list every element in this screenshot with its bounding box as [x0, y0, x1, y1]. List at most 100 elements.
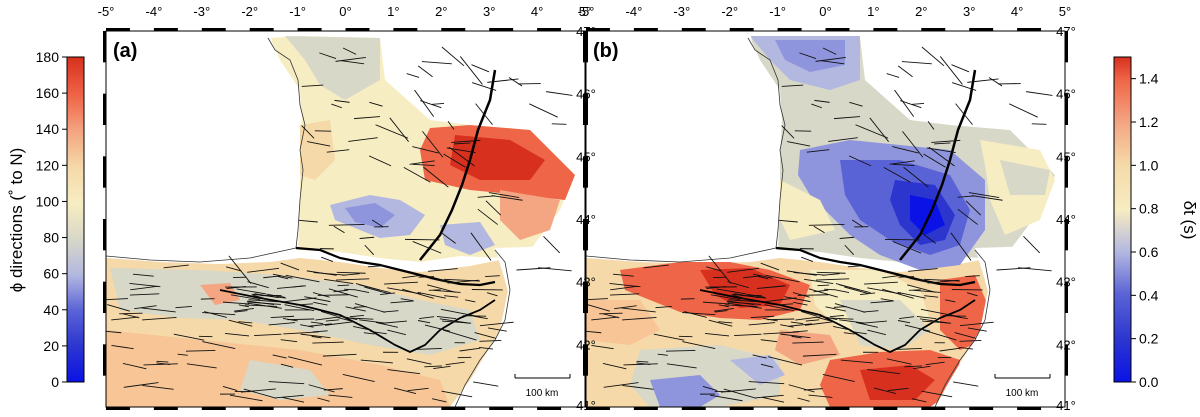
patch-blue-north2-b: [775, 40, 845, 72]
anisotropy-stick: [622, 384, 654, 390]
anisotropy-stick: [714, 310, 728, 313]
anisotropy-stick: [792, 330, 808, 333]
anisotropy-stick: [748, 381, 785, 385]
anisotropy-stick: [364, 244, 375, 256]
frame-tick: [969, 407, 994, 410]
anisotropy-stick: [130, 285, 159, 291]
frame-tick: [1017, 407, 1042, 410]
anisotropy-stick: [247, 300, 275, 306]
frame-tick: [153, 28, 178, 31]
lon-tick-label: -4°: [626, 4, 643, 19]
anisotropy-stick: [487, 327, 507, 332]
anisotropy-stick: [822, 373, 855, 382]
frame-tick: [633, 407, 658, 410]
anisotropy-stick: [848, 155, 872, 167]
anisotropy-stick: [897, 291, 926, 299]
anisotropy-stick: [288, 356, 323, 366]
anisotropy-stick: [421, 61, 452, 65]
anisotropy-stick: [129, 293, 160, 296]
coastline-france-a: [267, 37, 306, 249]
anisotropy-stick: [709, 394, 743, 402]
anisotropy-stick: [405, 238, 440, 241]
anisotropy-stick: [1026, 91, 1053, 96]
anisotropy-stick: [923, 153, 946, 168]
anisotropy-stick: [222, 301, 250, 305]
anisotropy-stick: [479, 321, 514, 327]
anisotropy-stick: [702, 386, 718, 392]
anisotropy-stick: [862, 310, 879, 313]
anisotropy-stick: [134, 305, 157, 310]
anisotropy-stick: [471, 82, 497, 91]
frame-tick: [873, 407, 898, 410]
anisotropy-stick: [173, 333, 205, 341]
anisotropy-stick: [440, 308, 475, 317]
anisotropy-stick: [860, 292, 876, 295]
anisotropy-stick: [420, 100, 442, 109]
anisotropy-stick: [828, 137, 858, 142]
anisotropy-stick: [393, 387, 417, 395]
anisotropy-stick: [485, 200, 502, 216]
anisotropy-stick: [407, 387, 429, 392]
anisotropy-stick: [815, 57, 846, 62]
fault-line-a: [419, 69, 497, 261]
anisotropy-stick: [277, 275, 289, 280]
anisotropy-stick: [424, 365, 443, 368]
anisotropy-stick: [342, 47, 357, 55]
anisotropy-stick: [234, 310, 248, 313]
anisotropy-stick: [228, 319, 253, 327]
anisotropy-stick: [894, 89, 915, 117]
colorbar-tick-label: 0.8: [1139, 201, 1159, 217]
anisotropy-stick: [156, 362, 171, 365]
lon-tick-label: -2°: [241, 4, 258, 19]
anisotropy-stick: [336, 271, 366, 274]
anisotropy-stick: [342, 273, 360, 276]
anisotropy-stick: [336, 316, 353, 322]
anisotropy-stick: [840, 359, 873, 364]
colorbar-tick-label: 60: [43, 266, 59, 282]
frame-tick: [729, 28, 754, 31]
anisotropy-stick: [892, 146, 919, 154]
lon-tick-label: 4°: [531, 4, 543, 19]
anisotropy-stick: [370, 330, 387, 335]
anisotropy-stick: [959, 346, 974, 350]
anisotropy-stick: [491, 195, 523, 201]
anisotropy-stick: [833, 289, 850, 294]
anisotropy-stick: [477, 195, 496, 198]
anisotropy-stick: [325, 321, 355, 326]
patch-darkred-southeast-b: [860, 365, 935, 400]
frame-tick: [969, 28, 994, 31]
anisotropy-stick: [610, 285, 639, 291]
anisotropy-stick: [333, 289, 349, 293]
anisotropy-stick: [913, 365, 931, 369]
lat-tick-label: 47°: [576, 24, 596, 39]
anisotropy-stick: [202, 341, 236, 349]
anisotropy-stick: [357, 318, 374, 320]
anisotropy-stick: [516, 267, 551, 271]
anisotropy-stick: [934, 142, 951, 145]
ebro-basin-line-a: [219, 289, 496, 353]
patch-grey-north-a: [285, 36, 380, 100]
anisotropy-stick: [236, 288, 267, 295]
frame-tick: [153, 407, 178, 410]
anisotropy-stick: [415, 347, 442, 350]
anisotropy-stick: [441, 390, 473, 398]
colorbar-dt: 1.4 1.2 1.0 0.8 0.6 0.4 0.2 0.0 δt (s): [1113, 56, 1199, 390]
anisotropy-stick: [324, 278, 354, 285]
anisotropy-stick: [1023, 235, 1041, 254]
anisotropy-stick: [771, 285, 784, 288]
anisotropy-stick: [790, 321, 804, 325]
lat-tick-label: 44°: [576, 212, 596, 227]
colorbar-tick-label: 160: [36, 85, 60, 101]
anisotropy-stick: [301, 84, 324, 87]
frame-tick: [583, 93, 586, 125]
anisotropy-stick: [788, 323, 812, 327]
anisotropy-stick: [762, 396, 785, 403]
anisotropy-stick: [892, 163, 915, 166]
anisotropy-stick: [921, 46, 945, 67]
anisotropy-stick: [459, 56, 483, 85]
anisotropy-stick: [349, 314, 364, 318]
frame-tick: [1065, 344, 1068, 376]
anisotropy-stick: [325, 319, 340, 322]
anisotropy-stick: [880, 298, 894, 302]
anisotropy-stick: [436, 316, 457, 320]
